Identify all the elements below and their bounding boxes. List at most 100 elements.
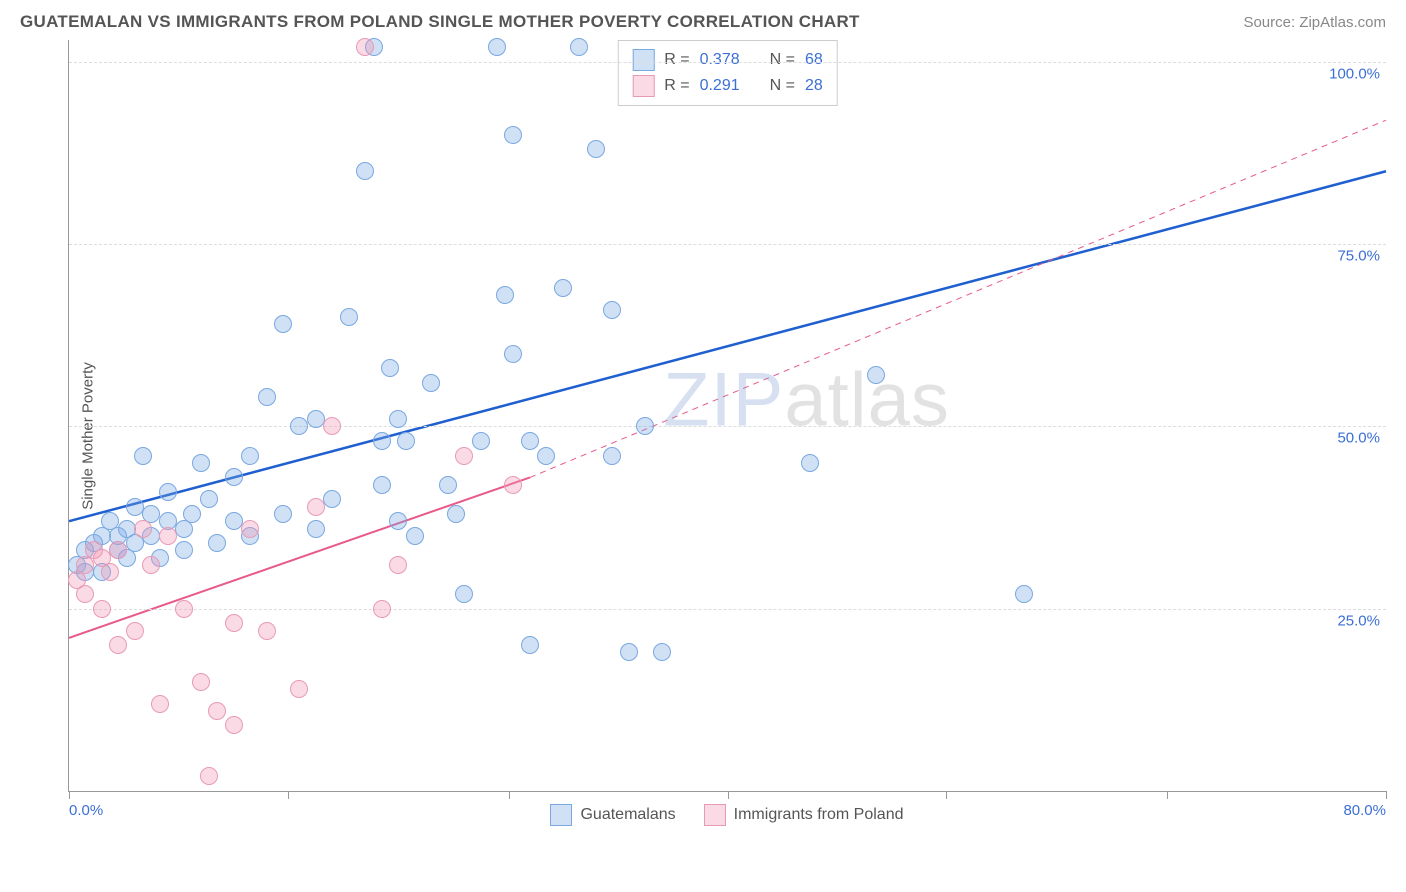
trend-lines-layer bbox=[69, 40, 1386, 791]
gridline bbox=[69, 62, 1386, 63]
trend-line bbox=[530, 120, 1386, 477]
data-point bbox=[101, 563, 119, 581]
legend-series-label: Immigrants from Poland bbox=[734, 806, 904, 824]
data-point bbox=[439, 476, 457, 494]
data-point bbox=[323, 490, 341, 508]
data-point bbox=[455, 447, 473, 465]
data-point bbox=[373, 476, 391, 494]
data-point bbox=[225, 468, 243, 486]
data-point bbox=[389, 512, 407, 530]
x-tick bbox=[728, 791, 729, 799]
data-point bbox=[537, 447, 555, 465]
chart-title: GUATEMALAN VS IMMIGRANTS FROM POLAND SIN… bbox=[20, 12, 860, 32]
data-point bbox=[109, 636, 127, 654]
x-tick bbox=[69, 791, 70, 799]
data-point bbox=[126, 622, 144, 640]
y-tick-label: 50.0% bbox=[1337, 430, 1380, 447]
legend-stats-row: R = 0.378 N = 68 bbox=[632, 47, 823, 73]
legend-swatch bbox=[550, 804, 572, 826]
gridline bbox=[69, 426, 1386, 427]
data-point bbox=[290, 417, 308, 435]
legend-n-value: 68 bbox=[805, 51, 823, 69]
legend-series-label: Guatemalans bbox=[580, 806, 675, 824]
data-point bbox=[225, 512, 243, 530]
trend-line bbox=[69, 171, 1386, 521]
chart-container: Single Mother Poverty ZIPatlas R =0.378N… bbox=[20, 40, 1386, 832]
data-point bbox=[159, 527, 177, 545]
legend-stats-box: R = 0.378 N = 68 R = 0.291 N = 28 bbox=[617, 40, 838, 106]
data-point bbox=[200, 490, 218, 508]
data-point bbox=[192, 673, 210, 691]
legend-n-value: 28 bbox=[805, 77, 823, 95]
data-point bbox=[323, 417, 341, 435]
x-tick bbox=[1167, 791, 1168, 799]
data-point bbox=[504, 126, 522, 144]
data-point bbox=[241, 447, 259, 465]
data-point bbox=[175, 541, 193, 559]
data-point bbox=[159, 483, 177, 501]
data-point bbox=[603, 447, 621, 465]
data-point bbox=[76, 585, 94, 603]
data-point bbox=[521, 636, 539, 654]
data-point bbox=[208, 534, 226, 552]
data-point bbox=[175, 600, 193, 618]
legend-n-label: N = bbox=[770, 77, 795, 95]
data-point bbox=[496, 286, 514, 304]
data-point bbox=[258, 622, 276, 640]
data-point bbox=[200, 767, 218, 785]
data-point bbox=[587, 140, 605, 158]
legend-swatch bbox=[632, 75, 654, 97]
gridline bbox=[69, 244, 1386, 245]
data-point bbox=[504, 345, 522, 363]
data-point bbox=[636, 417, 654, 435]
data-point bbox=[126, 498, 144, 516]
legend-n-label: N = bbox=[770, 51, 795, 69]
legend-r-value: 0.291 bbox=[700, 77, 740, 95]
data-point bbox=[389, 410, 407, 428]
y-tick-label: 25.0% bbox=[1337, 612, 1380, 629]
data-point bbox=[488, 38, 506, 56]
y-tick-label: 100.0% bbox=[1329, 65, 1380, 82]
data-point bbox=[801, 454, 819, 472]
x-tick bbox=[288, 791, 289, 799]
data-point bbox=[274, 315, 292, 333]
data-point bbox=[142, 556, 160, 574]
x-tick bbox=[509, 791, 510, 799]
legend-stats-row: R = 0.291 N = 28 bbox=[632, 73, 823, 99]
legend-series-item: Guatemalans bbox=[550, 804, 675, 826]
legend-series-item: Immigrants from Poland bbox=[704, 804, 904, 826]
data-point bbox=[373, 432, 391, 450]
chart-source: Source: ZipAtlas.com bbox=[1243, 14, 1386, 31]
data-point bbox=[307, 520, 325, 538]
data-point bbox=[504, 476, 522, 494]
data-point bbox=[373, 600, 391, 618]
data-point bbox=[447, 505, 465, 523]
data-point bbox=[603, 301, 621, 319]
data-point bbox=[570, 38, 588, 56]
data-point bbox=[183, 505, 201, 523]
data-point bbox=[521, 432, 539, 450]
data-point bbox=[340, 308, 358, 326]
data-point bbox=[356, 38, 374, 56]
data-point bbox=[109, 541, 127, 559]
data-point bbox=[151, 695, 169, 713]
data-point bbox=[620, 643, 638, 661]
data-point bbox=[653, 643, 671, 661]
y-tick-label: 75.0% bbox=[1337, 248, 1380, 265]
data-point bbox=[192, 454, 210, 472]
data-point bbox=[554, 279, 572, 297]
data-point bbox=[422, 374, 440, 392]
data-point bbox=[472, 432, 490, 450]
data-point bbox=[225, 716, 243, 734]
legend-series: Guatemalans Immigrants from Poland bbox=[68, 804, 1386, 826]
data-point bbox=[290, 680, 308, 698]
legend-r-value: 0.378 bbox=[700, 51, 740, 69]
legend-r-label: R = bbox=[664, 77, 689, 95]
data-point bbox=[134, 520, 152, 538]
data-point bbox=[258, 388, 276, 406]
data-point bbox=[241, 520, 259, 538]
data-point bbox=[208, 702, 226, 720]
data-point bbox=[389, 556, 407, 574]
data-point bbox=[406, 527, 424, 545]
legend-r-label: R = bbox=[664, 51, 689, 69]
